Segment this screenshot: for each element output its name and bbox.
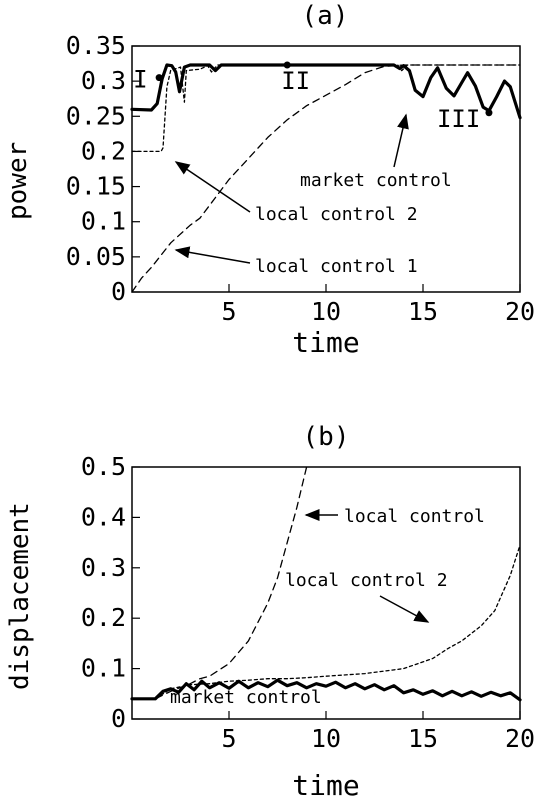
y-tick-label: 0.1 xyxy=(81,654,126,683)
y-tick-label: 0.15 xyxy=(66,172,126,201)
panel-a-x-axis: 5 10 15 20 xyxy=(221,284,535,326)
arrow-local-control-2-a xyxy=(174,161,251,213)
y-tick-label: 0.25 xyxy=(66,101,126,130)
annotation-local-control-2-b: local control 2 xyxy=(285,570,448,591)
annotation-local-control-1-a: local control 1 xyxy=(255,256,418,277)
series-local-control-1 xyxy=(131,64,521,293)
y-tick-label: 0.2 xyxy=(81,603,126,632)
marker-i-dot xyxy=(155,74,163,82)
x-tick-label: 10 xyxy=(311,297,341,326)
series-local-control-2 xyxy=(131,64,521,153)
marker-i-label: I xyxy=(133,66,147,94)
y-tick-label: 0.2 xyxy=(81,136,126,165)
y-tick-label: 0.4 xyxy=(81,502,126,531)
x-tick-label: 15 xyxy=(408,724,438,753)
panel-b-frame xyxy=(131,466,521,720)
marker-ii-dot xyxy=(283,61,291,69)
arrow-local-control-2-b xyxy=(379,595,430,623)
annotation-local-control-b: local control xyxy=(344,506,485,527)
y-tick-label: 0.35 xyxy=(66,31,126,60)
panel-a-series xyxy=(130,63,522,293)
series-local-control-2 xyxy=(131,544,521,700)
panel-b-x-axis: 5 10 15 20 xyxy=(221,711,535,753)
arrow-market-control-a xyxy=(393,113,409,168)
annotation-market-control-a: market control xyxy=(300,170,452,191)
series-market-control xyxy=(130,63,522,120)
y-tick-label: 0 xyxy=(111,704,126,733)
panel-a-ylabel: power xyxy=(3,142,33,220)
y-tick-label: 0.1 xyxy=(81,207,126,236)
panel-b: (b) 0 0.1 0.2 0.3 0.4 0.5 5 10 15 20 displacemen… xyxy=(5,422,535,802)
panel-b-y-axis: 0 0.1 0.2 0.3 0.4 0.5 xyxy=(81,452,140,733)
panel-b-annotations: local control local control 2 market con… xyxy=(170,506,485,708)
marker-iii-dot xyxy=(485,109,493,117)
annotation-market-control-b: market control xyxy=(170,687,322,708)
x-tick-label: 20 xyxy=(505,724,535,753)
marker-iii-label: III xyxy=(437,105,480,133)
arrow-local-control-1-a xyxy=(174,246,251,264)
panel-b-series xyxy=(130,466,522,702)
x-tick-label: 10 xyxy=(311,724,341,753)
y-tick-label: 0.3 xyxy=(81,66,126,95)
y-tick-label: 0.3 xyxy=(81,553,126,582)
x-tick-label: 5 xyxy=(221,297,236,326)
x-tick-label: 20 xyxy=(505,297,535,326)
panel-b-title: (b) xyxy=(303,422,350,452)
panel-a: (a) 0 0.05 0.1 0.15 0.2 0.25 0.3 0.35 5 10 15 20 I… xyxy=(3,1,535,359)
panel-b-xlabel: time xyxy=(292,769,359,802)
y-tick-label: 0.05 xyxy=(66,242,126,271)
panel-a-title: (a) xyxy=(302,1,349,31)
panel-a-y-axis: 0 0.05 0.1 0.15 0.2 0.25 0.3 0.35 xyxy=(66,31,140,306)
panel-a-xlabel: time xyxy=(292,326,359,359)
y-tick-label: 0.5 xyxy=(81,452,126,481)
panel-a-annotations: market control local control 2 local con… xyxy=(174,113,452,277)
annotation-local-control-2-a: local control 2 xyxy=(255,204,418,225)
x-tick-label: 5 xyxy=(221,724,236,753)
y-tick-label: 0 xyxy=(111,277,126,306)
panel-b-ylabel: displacement xyxy=(5,502,35,690)
series-market-control xyxy=(130,678,522,702)
series-local-control xyxy=(131,466,308,700)
marker-ii-label: II xyxy=(281,67,310,95)
x-tick-label: 15 xyxy=(408,297,438,326)
